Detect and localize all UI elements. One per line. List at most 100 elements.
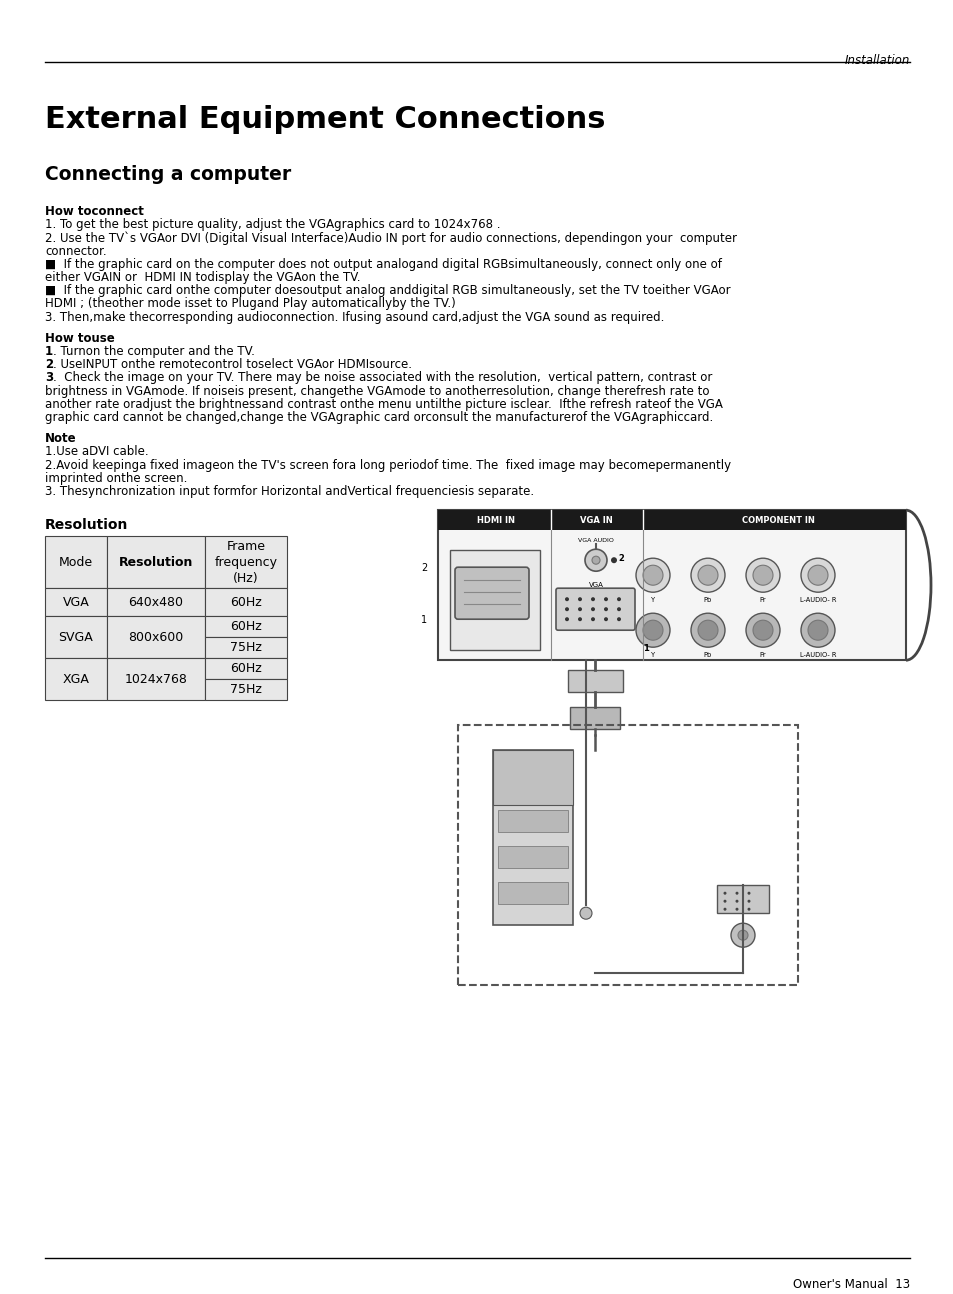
Circle shape (603, 617, 607, 621)
Bar (437, 510, 905, 660)
Bar (205, 637, 287, 659)
Circle shape (578, 598, 581, 602)
Circle shape (745, 558, 780, 593)
Circle shape (590, 607, 595, 611)
Circle shape (738, 930, 747, 941)
Text: VGA AUDIO: VGA AUDIO (578, 538, 614, 543)
Circle shape (584, 549, 606, 571)
Text: COMPONENT IN: COMPONENT IN (740, 516, 814, 524)
Bar (570, 708, 619, 730)
Circle shape (730, 923, 754, 947)
Circle shape (642, 565, 662, 585)
Bar (45, 589, 107, 616)
Circle shape (590, 598, 595, 602)
Bar (450, 550, 539, 650)
Text: HDMI ; (theother mode isset to Plugand Play automaticallyby the TV.): HDMI ; (theother mode isset to Plugand P… (45, 298, 456, 311)
Bar (205, 589, 287, 616)
Text: How toconnect: How toconnect (45, 204, 144, 217)
FancyBboxPatch shape (556, 589, 635, 630)
Text: 1: 1 (642, 643, 648, 652)
Text: Frame
frequency
(Hz): Frame frequency (Hz) (214, 540, 277, 585)
Text: . Turnon the computer and the TV.: . Turnon the computer and the TV. (53, 345, 254, 358)
Bar (717, 885, 768, 914)
Bar (437, 510, 905, 531)
Text: Note: Note (45, 432, 76, 445)
Text: 75Hz: 75Hz (230, 642, 262, 655)
Circle shape (807, 565, 827, 585)
Circle shape (642, 620, 662, 641)
Text: L-AUDIO- R: L-AUDIO- R (799, 652, 836, 659)
Bar (107, 659, 205, 700)
Text: XGA: XGA (63, 673, 90, 686)
Text: either VGAIN or  HDMI IN todisplay the VGAon the TV.: either VGAIN or HDMI IN todisplay the VG… (45, 270, 360, 283)
Bar (497, 846, 567, 868)
Bar (205, 616, 287, 637)
Text: 2: 2 (45, 358, 53, 371)
Text: Resolution: Resolution (119, 555, 193, 568)
Circle shape (747, 907, 750, 911)
Circle shape (745, 613, 780, 647)
Text: Owner's Manual  13: Owner's Manual 13 (792, 1278, 909, 1291)
Bar (493, 751, 573, 805)
Text: VGA: VGA (63, 595, 90, 608)
Circle shape (636, 613, 669, 647)
Text: 800x600: 800x600 (129, 630, 183, 643)
Text: External Equipment Connections: External Equipment Connections (45, 105, 605, 135)
Circle shape (610, 558, 617, 563)
Text: VGA IN: VGA IN (579, 516, 612, 524)
Circle shape (722, 899, 726, 903)
Circle shape (603, 598, 607, 602)
Bar (493, 751, 573, 925)
Text: Resolution: Resolution (45, 518, 129, 532)
Text: 60Hz: 60Hz (230, 595, 262, 608)
Text: .  Check the image on your TV. There may be noise associated with the resolution: . Check the image on your TV. There may … (53, 371, 712, 384)
Circle shape (747, 899, 750, 903)
Circle shape (636, 558, 669, 593)
Circle shape (747, 892, 750, 894)
Circle shape (698, 565, 718, 585)
Bar (567, 670, 622, 692)
Text: connector.: connector. (45, 245, 107, 258)
Circle shape (690, 613, 724, 647)
Text: 1: 1 (45, 345, 53, 358)
Circle shape (564, 598, 568, 602)
Text: 640x480: 640x480 (129, 595, 183, 608)
Text: ■  If the graphic card onthe computer doesoutput analog anddigital RGB simultane: ■ If the graphic card onthe computer doe… (45, 285, 730, 298)
Text: Pr: Pr (759, 652, 765, 659)
Circle shape (578, 617, 581, 621)
Text: VGA: VGA (588, 582, 603, 589)
Text: 2. Use the TV`s VGAor DVI (Digital Visual Interface)Audio IN port for audio conn: 2. Use the TV`s VGAor DVI (Digital Visua… (45, 232, 737, 245)
Circle shape (722, 907, 726, 911)
Bar (497, 883, 567, 905)
Text: imprinted onthe screen.: imprinted onthe screen. (45, 472, 187, 485)
Text: 75Hz: 75Hz (230, 683, 262, 696)
Circle shape (807, 620, 827, 641)
Circle shape (592, 556, 599, 564)
Bar (45, 536, 107, 589)
Bar (205, 536, 287, 589)
Text: 3: 3 (45, 371, 53, 384)
Text: L-AUDIO- R: L-AUDIO- R (799, 598, 836, 603)
Bar (45, 659, 107, 700)
Text: How touse: How touse (45, 331, 114, 344)
Circle shape (617, 607, 620, 611)
Text: 1024x768: 1024x768 (125, 673, 187, 686)
Text: Mode: Mode (59, 555, 93, 568)
Text: 2: 2 (618, 554, 623, 563)
Circle shape (564, 607, 568, 611)
Circle shape (578, 607, 581, 611)
Circle shape (735, 907, 738, 911)
Text: 1.Use aDVI cable.: 1.Use aDVI cable. (45, 445, 149, 458)
Text: Pb: Pb (703, 598, 711, 603)
Circle shape (603, 607, 607, 611)
Text: 1: 1 (420, 615, 427, 625)
Text: Pr: Pr (759, 598, 765, 603)
Text: Y: Y (650, 652, 655, 659)
Text: Installation: Installation (843, 54, 909, 67)
FancyBboxPatch shape (455, 567, 529, 620)
Circle shape (735, 899, 738, 903)
Circle shape (564, 617, 568, 621)
Bar (45, 616, 107, 659)
Text: graphic card cannot be changed,change the VGAgraphic card orconsult the manufact: graphic card cannot be changed,change th… (45, 411, 713, 424)
Circle shape (801, 613, 834, 647)
